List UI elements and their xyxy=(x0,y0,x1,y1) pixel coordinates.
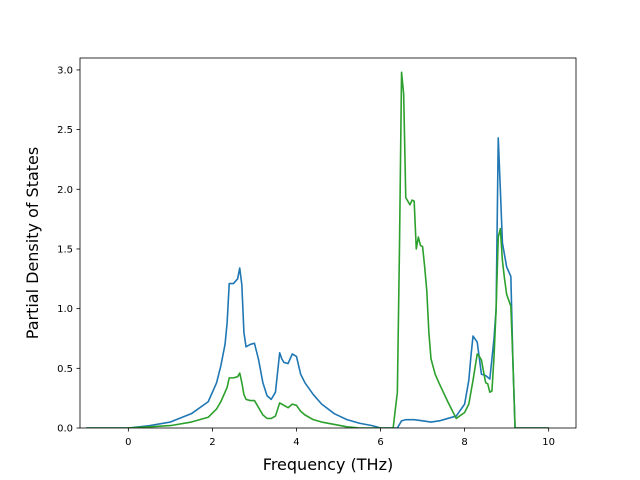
y-tick-label: 1.5 xyxy=(57,244,73,255)
y-tick-label: 1.0 xyxy=(57,304,73,315)
x-axis-ticks: 0 2 4 6 8 10 xyxy=(125,428,555,448)
x-tick-label: 4 xyxy=(293,437,299,448)
x-tick-label: 8 xyxy=(461,437,467,448)
y-axis-ticks: 0.0 0.5 1.0 1.5 2.0 2.5 3.0 xyxy=(57,65,80,435)
x-tick-label: 10 xyxy=(542,437,555,448)
axes-frame xyxy=(79,57,577,429)
y-tick-label: 2.5 xyxy=(57,125,73,136)
series-line-1 xyxy=(86,137,549,428)
y-tick-label: 2.0 xyxy=(57,185,73,196)
y-tick-label: 0.0 xyxy=(57,424,73,435)
y-axis-label: Partial Density of States xyxy=(23,147,42,339)
x-tick-label: 0 xyxy=(125,437,131,448)
y-tick-label: 0.5 xyxy=(57,364,73,375)
x-axis-label: Frequency (THz) xyxy=(263,455,393,474)
y-tick-label: 3.0 xyxy=(57,65,73,76)
x-tick-label: 6 xyxy=(377,437,383,448)
series-line-2 xyxy=(86,71,549,428)
series-layer xyxy=(86,71,549,428)
x-tick-label: 2 xyxy=(209,437,215,448)
